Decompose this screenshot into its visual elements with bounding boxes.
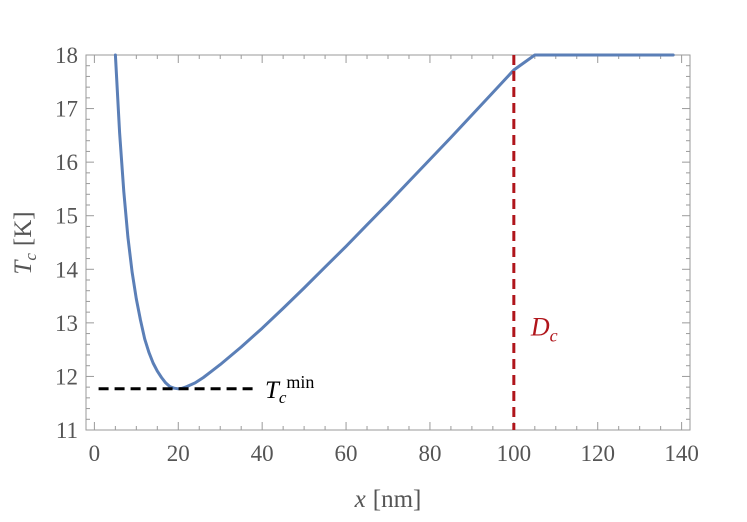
y-tick-label: 17 [55,97,78,122]
axis-labels: x [nm] Tc[K] [10,211,421,513]
x-tick-label: 120 [580,441,615,466]
x-tick-label: 0 [89,441,101,466]
annotations: Tcmin Dc [98,55,558,430]
y-tick-label: 14 [55,257,79,282]
x-tick-label: 20 [167,441,190,466]
y-tick-label: 11 [56,418,78,443]
x-axis-label: x [nm] [354,486,422,513]
y-tick-label: 16 [55,150,78,175]
dc-label: Dc [530,313,558,346]
axes: 0 20 40 60 80 100 120 140 11 12 13 14 15 16 17 18 [55,43,699,466]
x-tick-label: 80 [418,441,441,466]
y-tick-label: 13 [55,311,78,336]
x-tick-label: 140 [664,441,699,466]
series-line [113,53,675,391]
plot-marks [113,53,675,391]
tc-min-label: Tcmin [265,372,314,407]
y-axis-label: Tc[K] [10,211,40,274]
y-tick-label: 12 [55,364,78,389]
x-tick-label: 40 [251,441,274,466]
x-tick-label: 100 [497,441,532,466]
y-tick-label: 15 [55,204,78,229]
plot-frame [85,54,691,431]
y-tick-label: 18 [55,43,78,68]
x-tick-label: 60 [335,441,358,466]
